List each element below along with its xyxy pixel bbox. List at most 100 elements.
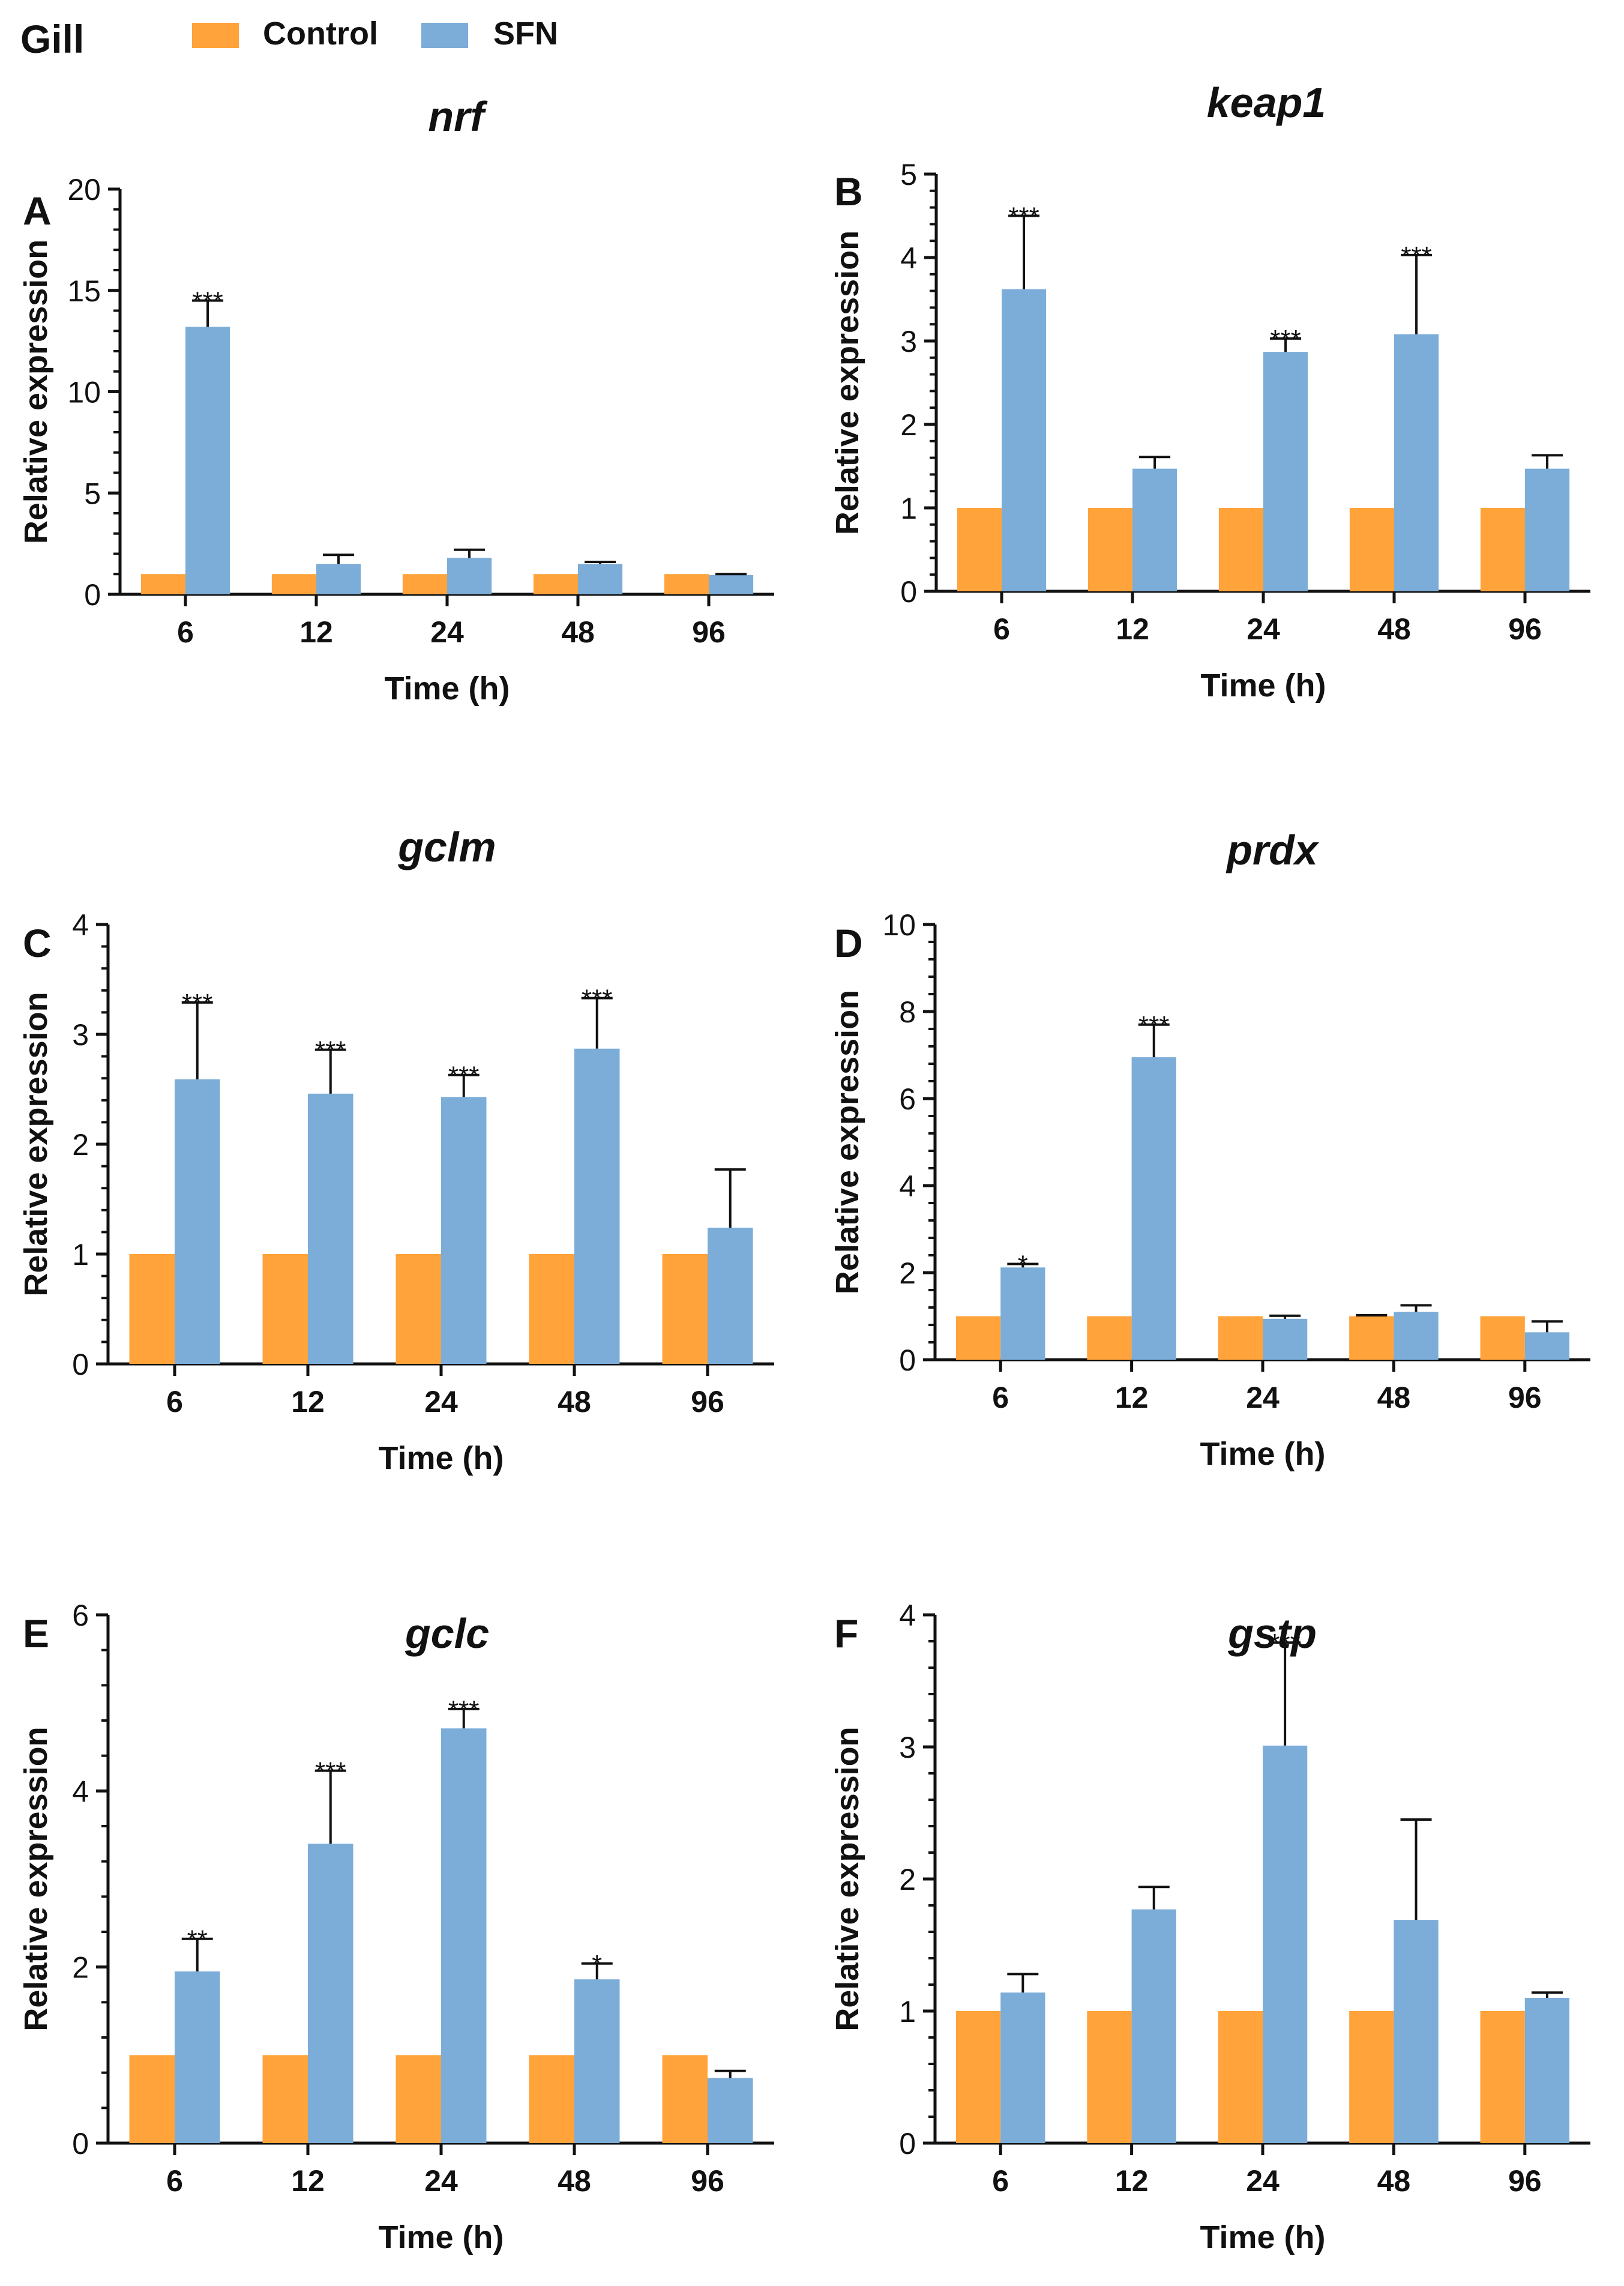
- bar-control: [1480, 508, 1525, 591]
- y-tick-label: 4: [899, 1599, 916, 1632]
- bar-control: [529, 2055, 574, 2143]
- significance-label: ***: [1138, 1011, 1169, 1040]
- bar-control: [1349, 508, 1394, 591]
- x-tick-label: 96: [1508, 1381, 1542, 1414]
- bar-control: [129, 2055, 175, 2143]
- bar-sfn: [1131, 1057, 1176, 1360]
- x-tick-label: 48: [558, 2164, 591, 2198]
- bar-sfn: [175, 1971, 220, 2143]
- significance-label: ***: [315, 1036, 346, 1066]
- significance-label: ***: [182, 989, 212, 1018]
- x-tick-label: 24: [1246, 2164, 1280, 2198]
- bar-sfn: [708, 1228, 753, 1364]
- y-tick-label: 20: [67, 173, 101, 207]
- bar-sfn: [1000, 1267, 1045, 1360]
- figure-label: Gill: [20, 17, 84, 61]
- significance-label: ***: [448, 1061, 479, 1091]
- bar-sfn: [1394, 334, 1439, 591]
- y-tick-label: 10: [882, 908, 916, 942]
- x-tick-label: 24: [1247, 612, 1280, 646]
- bar-sfn: [708, 2078, 753, 2143]
- legend-label-sfn: SFN: [493, 16, 558, 52]
- legend-label-control: Control: [263, 16, 378, 52]
- chart-title: gstp: [1227, 1610, 1317, 1657]
- y-tick-label: 0: [84, 578, 101, 612]
- y-tick-label: 15: [67, 274, 101, 308]
- x-axis-label: Time (h): [1200, 1436, 1325, 1472]
- x-tick-label: 6: [177, 615, 194, 649]
- y-axis-label: Relative expression: [829, 1727, 865, 2031]
- significance-label: *: [1018, 1250, 1028, 1280]
- significance-label: **: [187, 1925, 208, 1955]
- y-axis-label: Relative expression: [829, 231, 865, 535]
- chart-title: gclm: [397, 824, 496, 870]
- x-tick-label: 6: [166, 1385, 183, 1419]
- x-tick-label: 24: [424, 2164, 458, 2198]
- x-tick-label: 6: [993, 612, 1010, 646]
- legend-swatch-sfn: [421, 23, 468, 48]
- y-tick-label: 2: [899, 1256, 916, 1290]
- bar-control: [1218, 1316, 1263, 1360]
- y-tick-label: 0: [899, 2127, 916, 2161]
- y-tick-label: 0: [72, 1348, 89, 1381]
- bar-control: [1218, 2011, 1263, 2143]
- y-tick-label: 6: [899, 1082, 916, 1116]
- bar-sfn: [1263, 352, 1308, 591]
- y-tick-label: 4: [72, 1775, 89, 1808]
- bar-control: [664, 574, 709, 594]
- y-tick-label: 1: [72, 1238, 89, 1271]
- x-tick-label: 96: [1508, 612, 1542, 646]
- bar-sfn: [308, 1844, 353, 2143]
- y-tick-label: 1: [900, 492, 917, 525]
- y-tick-label: 5: [84, 477, 101, 510]
- x-tick-label: 6: [166, 2164, 183, 2198]
- bar-control: [395, 2055, 441, 2143]
- y-tick-label: 3: [900, 325, 917, 358]
- bar-control: [529, 1254, 574, 1364]
- y-tick-label: 4: [72, 908, 89, 942]
- y-tick-label: 2: [900, 408, 917, 442]
- bar-control: [1349, 2011, 1394, 2143]
- panel-letter: F: [834, 1611, 858, 1656]
- x-tick-label: 12: [1115, 2164, 1149, 2198]
- legend-swatch-control: [192, 23, 239, 48]
- y-tick-label: 3: [899, 1731, 916, 1764]
- x-tick-label: 12: [1115, 1381, 1149, 1414]
- y-tick-label: 4: [900, 241, 917, 275]
- significance-label: *: [592, 1950, 602, 1979]
- y-tick-label: 3: [72, 1018, 89, 1052]
- x-tick-label: 48: [1377, 612, 1411, 646]
- bar-sfn: [441, 1728, 487, 2143]
- bar-control: [662, 1254, 708, 1364]
- bar-control: [662, 2055, 708, 2143]
- x-tick-label: 96: [1508, 2164, 1542, 2198]
- chart-title: nrf: [428, 93, 488, 140]
- y-tick-label: 4: [899, 1169, 916, 1203]
- x-tick-label: 12: [291, 1385, 325, 1419]
- significance-label: ***: [448, 1695, 479, 1725]
- bar-sfn: [1524, 1998, 1570, 2143]
- bar-control: [957, 508, 1002, 591]
- bar-control: [955, 2011, 1001, 2143]
- x-tick-label: 24: [1246, 1381, 1280, 1414]
- bar-sfn: [574, 1979, 620, 2143]
- panel-letter: D: [834, 921, 863, 965]
- significance-label: ***: [1270, 325, 1301, 354]
- y-tick-label: 2: [72, 1951, 89, 1985]
- x-axis-label: Time (h): [378, 2219, 504, 2255]
- bar-control: [1087, 1316, 1132, 1360]
- bar-sfn: [1131, 1909, 1176, 2143]
- y-tick-label: 2: [72, 1128, 89, 1162]
- panel-letter: A: [23, 188, 52, 233]
- x-tick-label: 12: [291, 2164, 325, 2198]
- chart-title: gclc: [404, 1610, 489, 1657]
- bar-control: [271, 574, 316, 594]
- y-axis-label: Relative expression: [829, 990, 865, 1294]
- bar-sfn: [574, 1048, 620, 1364]
- significance-label: ***: [1401, 241, 1431, 271]
- bar-control: [1349, 1316, 1394, 1360]
